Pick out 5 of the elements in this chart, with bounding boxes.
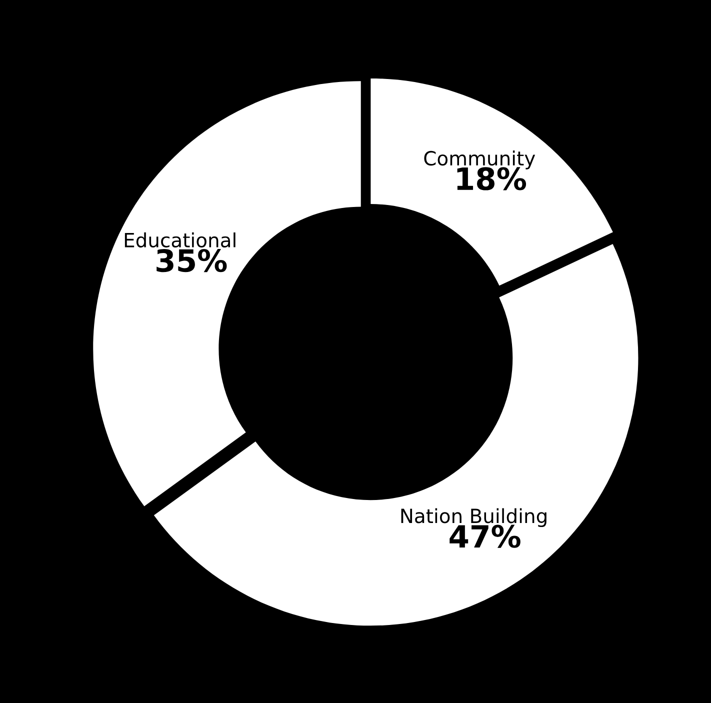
- data-label: 18%: [457, 167, 526, 190]
- slice-label: Community: [424, 150, 536, 170]
- data-label: 35%: [156, 249, 227, 272]
- slice-label: Educational: [124, 232, 236, 248]
- data-label: 47%: [450, 524, 520, 548]
